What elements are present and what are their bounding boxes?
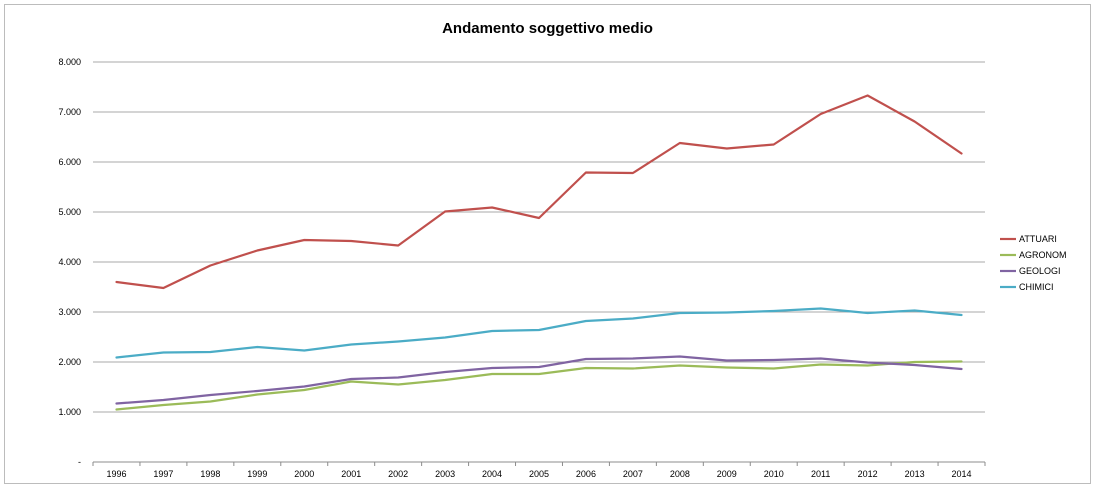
x-tick-label: 2005 <box>529 469 549 479</box>
chart-title: Andamento soggettivo medio <box>442 20 653 37</box>
y-tick-label: 6.000 <box>58 157 81 167</box>
series-lines <box>115 94 963 411</box>
y-tick-label: 1.000 <box>58 407 81 417</box>
legend-label: ATTUARI <box>1019 234 1057 244</box>
x-tick-label: 2002 <box>388 469 408 479</box>
x-tick-label: 1999 <box>247 469 267 479</box>
series-line-chimici <box>115 307 963 359</box>
x-tick-label: 2014 <box>952 469 972 479</box>
legend-label: AGRONOM <box>1019 250 1067 260</box>
x-tick-label: 2004 <box>482 469 502 479</box>
y-tick-label: 8.000 <box>58 57 81 67</box>
x-tick-label: 2003 <box>435 469 455 479</box>
y-tick-label: 7.000 <box>58 107 81 117</box>
y-axis: - 1.000 2.000 3.000 4.000 5.000 6.000 7.000 8.00… <box>58 57 81 467</box>
series-line-agronom <box>115 360 963 411</box>
legend: ATTUARI AGRONOM GEOLOGI CHIMICI <box>1000 234 1067 292</box>
y-tick-label: - <box>78 457 81 467</box>
y-tick-label: 3.000 <box>58 307 81 317</box>
x-tick-label: 2008 <box>670 469 690 479</box>
legend-label: GEOLOGI <box>1019 266 1061 276</box>
x-tick-label: 1997 <box>153 469 173 479</box>
x-tick-label: 2009 <box>717 469 737 479</box>
x-tick-label: 2006 <box>576 469 596 479</box>
x-axis: 1996 1997 1998 1999 2000 2001 2002 2003 2004 2005… <box>92 461 986 479</box>
gridlines <box>93 61 985 413</box>
x-tick-label: 2001 <box>341 469 361 479</box>
x-tick-label: 2011 <box>811 469 830 479</box>
x-tick-label: 2007 <box>623 469 643 479</box>
y-tick-label: 2.000 <box>58 357 81 367</box>
series-line-attuari <box>115 94 963 290</box>
x-tick-label: 1996 <box>106 469 126 479</box>
x-tick-label: 2013 <box>905 469 925 479</box>
x-tick-label: 2000 <box>294 469 314 479</box>
series-line-geologi <box>115 355 963 405</box>
x-tick-label: 2010 <box>764 469 784 479</box>
legend-label: CHIMICI <box>1019 282 1054 292</box>
x-tick-label: 1998 <box>200 469 220 479</box>
x-tick-label: 2012 <box>858 469 878 479</box>
y-tick-label: 4.000 <box>58 257 81 267</box>
y-tick-label: 5.000 <box>58 207 81 217</box>
